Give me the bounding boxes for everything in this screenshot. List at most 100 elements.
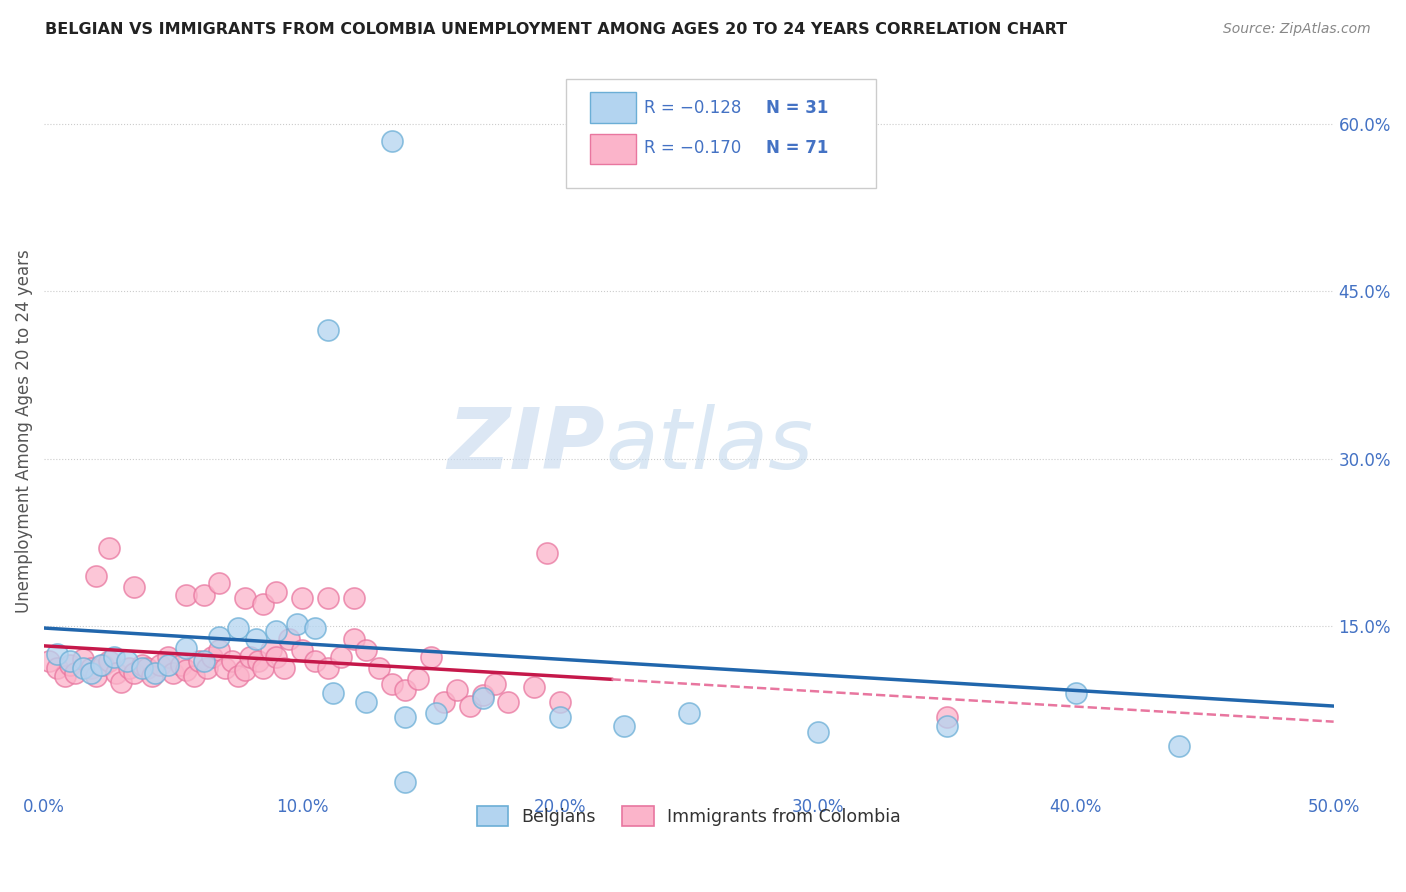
Text: ZIP: ZIP — [447, 404, 605, 487]
Point — [252, 597, 274, 611]
Point — [291, 643, 314, 657]
FancyBboxPatch shape — [589, 93, 636, 123]
Point — [807, 724, 830, 739]
Point — [156, 650, 179, 665]
Point — [498, 695, 520, 709]
Point — [304, 655, 326, 669]
Point — [72, 652, 94, 666]
Point — [195, 661, 218, 675]
Point — [79, 665, 101, 680]
Point — [63, 665, 86, 680]
Point — [548, 710, 571, 724]
Point — [678, 706, 700, 720]
Point — [406, 673, 429, 687]
Point — [260, 643, 283, 657]
Point — [394, 775, 416, 789]
Point — [446, 683, 468, 698]
Point — [316, 661, 339, 675]
Point — [484, 677, 506, 691]
Point — [233, 664, 256, 678]
Point — [208, 643, 231, 657]
Point — [131, 657, 153, 672]
Point — [458, 699, 481, 714]
Point — [264, 650, 287, 665]
Point — [84, 669, 107, 683]
Point — [136, 661, 159, 675]
Point — [278, 632, 301, 647]
Point — [141, 669, 163, 683]
Point — [193, 588, 215, 602]
Point — [53, 669, 76, 683]
FancyBboxPatch shape — [567, 79, 876, 188]
Point — [59, 657, 82, 672]
Point — [264, 624, 287, 639]
Point — [329, 650, 352, 665]
Point — [368, 661, 391, 675]
Point — [156, 657, 179, 672]
Point — [183, 669, 205, 683]
Point — [252, 661, 274, 675]
Text: atlas: atlas — [605, 404, 813, 487]
Point — [316, 591, 339, 605]
Point — [381, 134, 404, 148]
Point — [247, 655, 270, 669]
FancyBboxPatch shape — [589, 134, 636, 164]
Point — [110, 674, 132, 689]
Point — [245, 632, 267, 647]
Point — [233, 591, 256, 605]
Point — [425, 706, 447, 720]
Point — [46, 647, 69, 661]
Point — [536, 546, 558, 560]
Point — [124, 665, 146, 680]
Point — [174, 664, 197, 678]
Point — [79, 661, 101, 675]
Text: R = −0.128: R = −0.128 — [644, 99, 741, 118]
Point — [97, 541, 120, 555]
Point — [273, 661, 295, 675]
Point — [471, 688, 494, 702]
Point — [935, 710, 957, 724]
Point — [208, 630, 231, 644]
Point — [118, 661, 141, 675]
Point — [226, 621, 249, 635]
Point — [304, 621, 326, 635]
Point — [149, 657, 172, 672]
Point — [115, 655, 138, 669]
Point — [1167, 739, 1189, 754]
Text: N = 31: N = 31 — [766, 99, 828, 118]
Point — [105, 665, 128, 680]
Point — [394, 710, 416, 724]
Point — [381, 677, 404, 691]
Point — [548, 695, 571, 709]
Point — [285, 616, 308, 631]
Point — [162, 665, 184, 680]
Point — [193, 655, 215, 669]
Point — [420, 650, 443, 665]
Point — [103, 650, 125, 665]
Point — [93, 657, 115, 672]
Point — [394, 683, 416, 698]
Point — [433, 695, 456, 709]
Point — [143, 665, 166, 680]
Point — [90, 657, 112, 672]
Point — [322, 686, 344, 700]
Point — [316, 323, 339, 337]
Point — [613, 719, 636, 733]
Point — [187, 655, 209, 669]
Point — [170, 657, 193, 672]
Point — [264, 585, 287, 599]
Point — [201, 650, 224, 665]
Point — [523, 680, 546, 694]
Point — [356, 643, 378, 657]
Point — [226, 669, 249, 683]
Text: BELGIAN VS IMMIGRANTS FROM COLOMBIA UNEMPLOYMENT AMONG AGES 20 TO 24 YEARS CORRE: BELGIAN VS IMMIGRANTS FROM COLOMBIA UNEM… — [45, 22, 1067, 37]
Point — [291, 591, 314, 605]
Point — [239, 650, 262, 665]
Text: N = 71: N = 71 — [766, 139, 828, 157]
Point — [97, 655, 120, 669]
Legend: Belgians, Immigrants from Colombia: Belgians, Immigrants from Colombia — [468, 797, 910, 835]
Point — [221, 655, 243, 669]
Point — [131, 661, 153, 675]
Point — [84, 568, 107, 582]
Point — [46, 661, 69, 675]
